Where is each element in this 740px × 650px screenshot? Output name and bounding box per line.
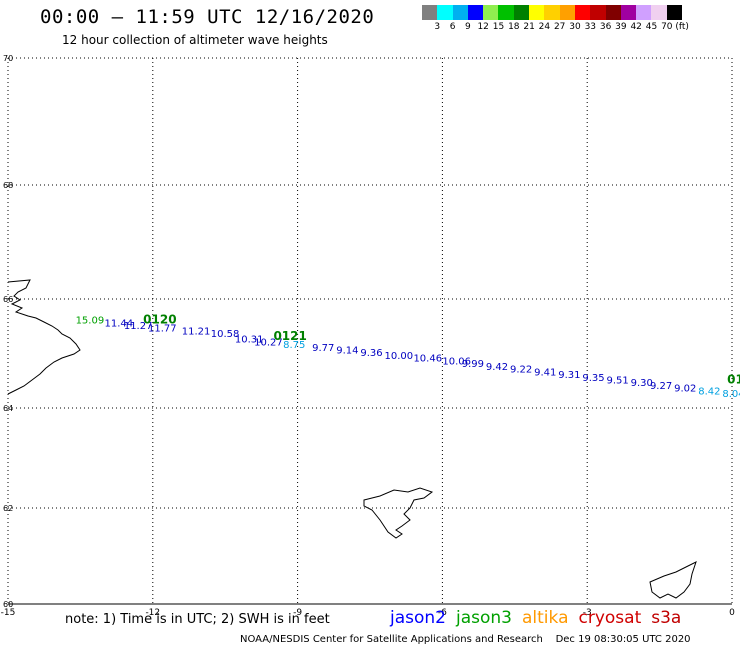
chart-subtitle: 12 hour collection of altimeter wave hei…	[62, 33, 328, 47]
wave-height-point: 9.35	[582, 373, 604, 384]
wave-height-point: 9.41	[534, 367, 556, 378]
lat-tick-label: 68	[3, 181, 13, 190]
legend-swatch	[636, 5, 652, 20]
pass-number-label: 0122	[727, 372, 740, 386]
legend-swatch	[467, 5, 484, 20]
axis-labels: 70 68 66 64 62 60-15 -12 -9 -6 -3 0	[1, 54, 735, 618]
wave-height-point: 8.04	[722, 389, 740, 400]
wave-height-point: 10.06	[442, 356, 471, 367]
shetland-coast	[649, 561, 697, 599]
legend-swatch	[666, 5, 683, 20]
lon-tick-label: -3	[583, 608, 592, 618]
wave-height-point: 9.99	[462, 359, 484, 370]
wave-height-point: 10.27	[254, 337, 283, 348]
pass-number-label: 0121	[273, 329, 306, 343]
wave-height-point: 9.31	[558, 370, 580, 381]
color-legend: 3 6 9 12 15 18 21 24 27 30 33 36 39 42 45 70 (ft)	[422, 5, 689, 34]
legend-tick-label: 45	[645, 22, 658, 32]
wave-height-point: 8.42	[698, 386, 720, 397]
lon-tick-label: 0	[729, 608, 735, 618]
legend-tick-label: 36	[599, 22, 612, 32]
legend-tick-label: 27	[553, 22, 566, 32]
lat-tick-label: 60	[3, 600, 13, 609]
legend-tick-label: 24	[538, 22, 551, 32]
legend-tick-label: 9	[465, 22, 471, 32]
legend-tick-label: (ft)	[675, 22, 689, 32]
wave-height-point: 10.58	[211, 329, 240, 340]
satellite-altika: altika	[522, 608, 569, 628]
coastlines	[7, 279, 697, 599]
lat-tick-label: 66	[3, 295, 13, 304]
legend-tick-label: 39	[615, 22, 627, 32]
lon-tick-label: -9	[293, 608, 302, 618]
legend-tick-label: 70	[661, 22, 673, 32]
legend-tick-label: 42	[630, 22, 642, 32]
wave-height-point: 11.27	[124, 321, 153, 332]
legend-tick-label: 6	[449, 22, 456, 32]
faroe-coast	[363, 487, 434, 539]
lon-tick-label: -12	[145, 608, 160, 618]
lat-tick-label: 64	[3, 404, 13, 413]
map-grid	[7, 57, 733, 605]
satellite-jason2: jason2	[390, 608, 446, 628]
legend-swatch	[513, 5, 530, 20]
legend-swatch	[651, 5, 667, 20]
wave-height-point: 11.44	[105, 318, 134, 329]
wave-height-point: 9.36	[360, 348, 382, 359]
footer-note: note: 1) Time is in UTC; 2) SWH is in fe…	[65, 612, 330, 627]
wave-height-point: 9.02	[674, 384, 696, 395]
lat-tick-label: 70	[3, 54, 13, 63]
satellite-s3a: s3a	[651, 608, 682, 628]
legend-swatch	[590, 5, 606, 20]
pass-labels: 0120 0121 0122	[143, 313, 740, 387]
legend-swatch	[422, 5, 438, 20]
credit-line: NOAA/NESDIS Center for Satellite Applica…	[240, 634, 691, 645]
wave-height-point: 9.22	[510, 365, 532, 376]
legend-swatch	[498, 5, 514, 20]
legend-swatch	[452, 5, 468, 20]
satellite-jason3: jason3	[456, 608, 512, 628]
chart-title: 00:00 — 11:59 UTC 12/16/2020	[40, 6, 375, 28]
wave-height-point: 10.31	[235, 335, 264, 346]
wave-height-point: 9.77	[312, 343, 334, 354]
wave-height-point: 10.00	[384, 351, 413, 362]
legend-swatch	[574, 5, 591, 20]
lon-tick-label: -6	[438, 608, 447, 618]
legend-swatch	[483, 5, 499, 20]
legend-tick-label: 12	[477, 22, 489, 32]
satellite-legend: jason2 jason3 altika cryosat s3a	[390, 608, 691, 628]
wave-height-point: 10.46	[413, 354, 442, 365]
wave-height-point: 15.09	[76, 316, 105, 327]
pass-number-label: 0120	[143, 313, 176, 327]
satellite-cryosat: cryosat	[578, 608, 642, 628]
legend-swatch	[559, 5, 575, 20]
legend-tick-label: 18	[508, 22, 520, 32]
wave-height-point: 9.30	[631, 378, 653, 389]
iceland-coast	[7, 279, 81, 395]
legend-swatch	[529, 5, 545, 20]
legend-swatches	[422, 5, 683, 20]
lon-tick-label: -15	[1, 608, 16, 618]
legend-swatch	[605, 5, 621, 20]
legend-tick-label: 30	[569, 22, 581, 32]
wave-height-point: 11.21	[182, 326, 211, 337]
wave-height-point: 9.42	[486, 362, 508, 373]
legend-tick-label: 33	[584, 22, 597, 32]
legend-swatch	[620, 5, 637, 20]
wave-height-point: 8.75	[283, 340, 305, 351]
legend-swatch	[544, 5, 560, 20]
legend-swatch	[437, 5, 453, 20]
legend-tick-label: 15	[492, 22, 505, 32]
legend-ticks: 3 6 9 12 15 18 21 24 27 30 33 36 39 42 45 70 (ft)	[422, 20, 688, 34]
wave-height-point: 9.14	[336, 346, 358, 357]
legend-tick-label: 21	[523, 22, 535, 32]
wave-height-point: 9.27	[650, 381, 672, 392]
wave-height-point: 11.77	[148, 324, 177, 335]
lat-tick-label: 62	[3, 504, 13, 513]
wave-height-point: 9.51	[607, 375, 629, 386]
legend-tick-label: 3	[434, 22, 441, 32]
